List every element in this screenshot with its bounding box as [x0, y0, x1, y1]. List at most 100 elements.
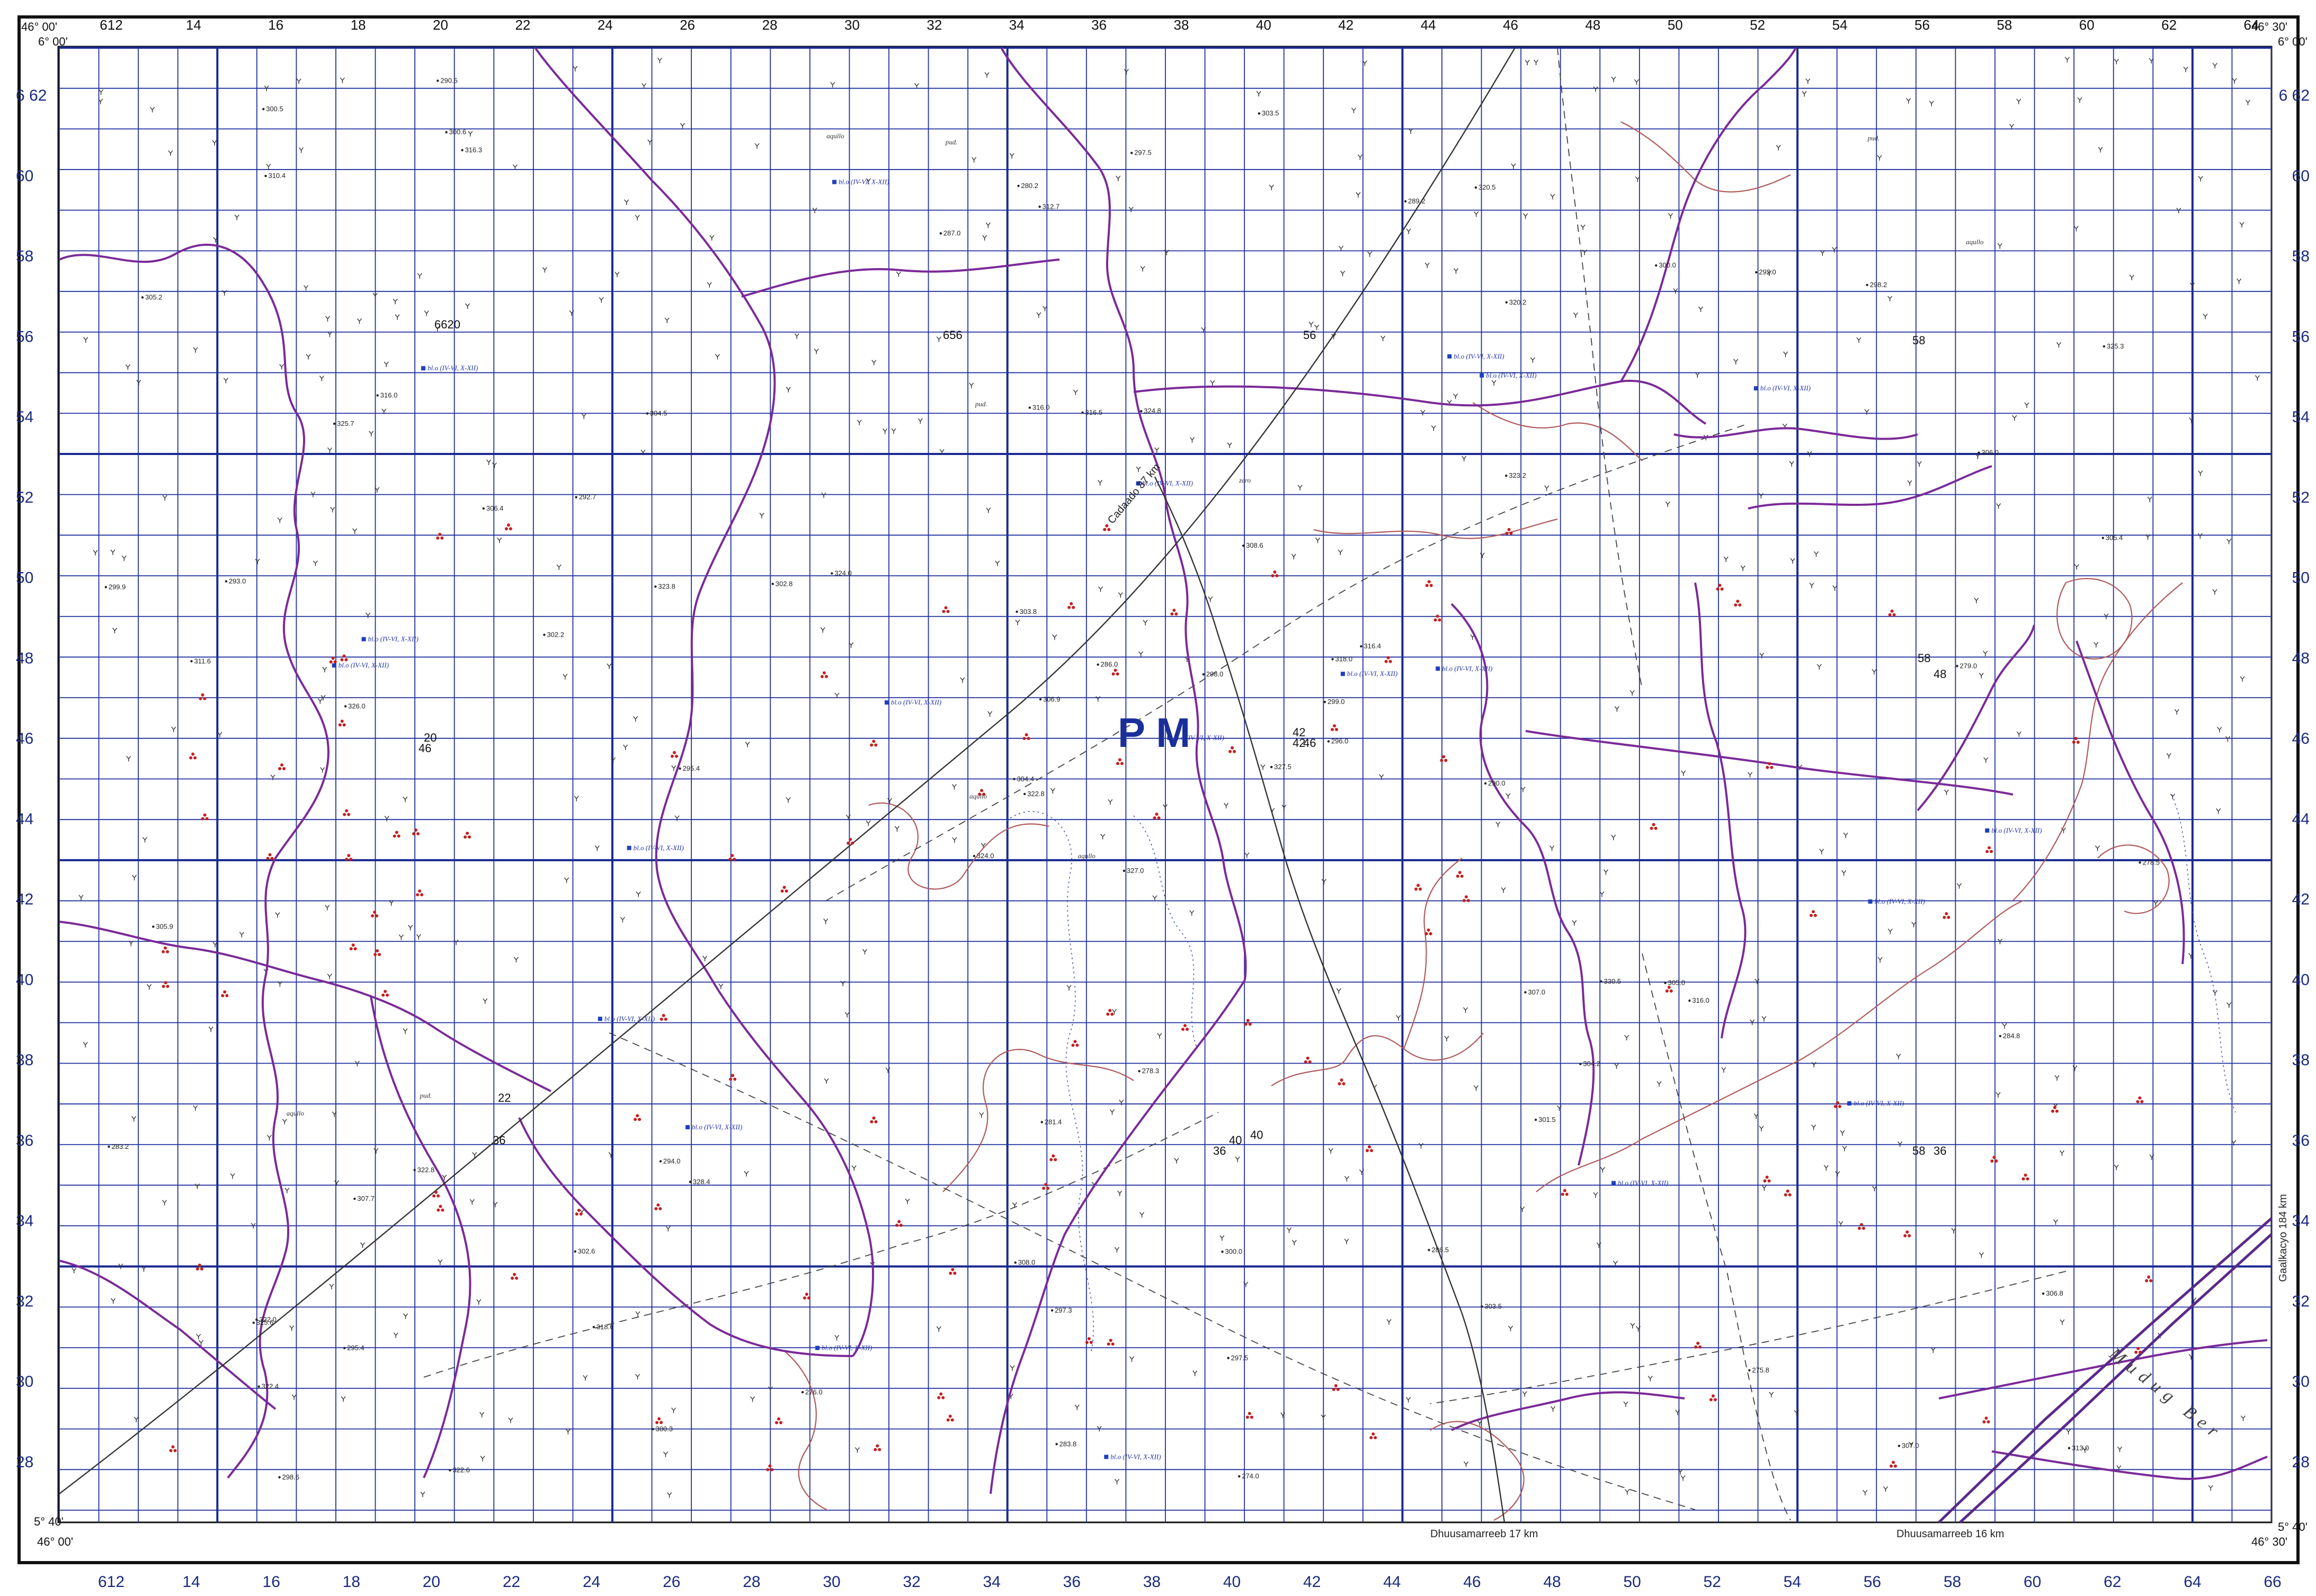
settlement-marker [1384, 656, 1392, 663]
spot-height-label: 324.0 [977, 852, 994, 860]
well-marker [1868, 899, 1873, 904]
spot-height-label: 310.4 [269, 172, 286, 180]
settlement-marker [2145, 1275, 2153, 1282]
edge-coordinate-label: 56 [1914, 17, 1930, 33]
spot-height-dot [262, 108, 265, 111]
vegetation-symbol [1379, 774, 1384, 780]
spot-height-dot [1360, 645, 1362, 648]
vegetation-symbol [375, 487, 380, 493]
spot-height-dot [1534, 1118, 1537, 1121]
vegetation-symbol [2066, 1429, 2071, 1434]
spot-height-dot [1039, 698, 1042, 701]
vegetation-symbol [1759, 1126, 1764, 1131]
vegetation-symbol [212, 140, 217, 146]
vegetation-symbol [960, 677, 965, 683]
edge-coordinate-label: 50 [16, 569, 33, 587]
settlement-marker [1766, 762, 1774, 769]
well-label: bl.o (IV-VI, X-XII) [368, 635, 418, 643]
settlement-marker [373, 949, 381, 956]
vegetation-symbol [1944, 789, 1949, 795]
vegetation-symbol [583, 1375, 588, 1381]
spot-height-dot [225, 580, 228, 583]
vegetation-symbol [373, 1148, 379, 1154]
settlement-marker [780, 886, 788, 893]
spot-height-label: 297.5 [1134, 149, 1152, 157]
spot-height-label: 316.5 [1085, 408, 1103, 416]
settlement-marker [1153, 813, 1161, 820]
edge-coordinate-label: 36 [16, 1132, 33, 1149]
spot-height-dot [1138, 1070, 1141, 1073]
spot-height-dot [1331, 658, 1334, 661]
vegetation-symbol [849, 642, 854, 648]
vegetation-symbol [289, 1325, 295, 1331]
settlement-marker [2134, 1347, 2142, 1354]
grid-number-label: 36 [1934, 1144, 1946, 1157]
grid-zone-label: P M [1118, 709, 1190, 756]
vegetation-symbol [1551, 1406, 1556, 1412]
vegetation-symbol [408, 925, 413, 931]
vegetation-symbol [1979, 673, 1984, 679]
vegetation-symbol [1769, 1392, 1774, 1397]
contour-line [783, 1350, 827, 1510]
settlement-marker [634, 1114, 642, 1121]
settlement-marker [847, 837, 854, 845]
vegetation-symbol [624, 199, 629, 205]
vegetation-symbol [1269, 184, 1274, 191]
vegetation-symbol [1761, 1016, 1767, 1022]
settlement-marker [2051, 1105, 2059, 1113]
settlement-marker [189, 752, 197, 760]
vegetation-symbol [1152, 895, 1157, 901]
vegetation-symbol [1549, 845, 1555, 851]
vegetation-symbol [1066, 985, 1072, 991]
vegetation-symbol [1534, 59, 1539, 65]
settlement-marker [1049, 1154, 1057, 1162]
vegetation-symbol [384, 361, 389, 368]
vegetation-symbol [162, 1200, 167, 1206]
settlement-marker [511, 1273, 519, 1280]
edge-coordinate-label: 16 [268, 17, 283, 33]
vegetation-symbol [1593, 86, 1598, 92]
vegetation-symbol [2060, 1319, 2065, 1325]
vegetation-symbol [416, 934, 421, 940]
vegetation-symbol [657, 57, 662, 64]
vegetation-symbol [1835, 1171, 1840, 1177]
vegetation-symbol [1523, 213, 1528, 219]
spot-height-dot [1242, 544, 1245, 547]
spot-height-dot [1898, 1445, 1901, 1447]
spot-height-label: 306.0 [1982, 449, 1999, 457]
vegetation-symbol [1291, 554, 1296, 559]
spot-height-dot [2101, 537, 2104, 539]
vegetation-symbol [1887, 296, 1893, 301]
vegetation-symbol [1453, 268, 1459, 274]
vegetation-symbol [196, 1334, 201, 1340]
vegetation-symbol [542, 267, 547, 273]
edge-coordinate-label: 40 [2292, 971, 2310, 988]
spot-height-label: 283.2 [112, 1143, 129, 1151]
spot-height-label: 283.8 [1059, 1440, 1077, 1448]
vegetation-symbol [1698, 306, 1704, 312]
vegetation-symbol [1244, 852, 1250, 858]
vegetation-symbol [384, 816, 389, 822]
spot-height-dot [679, 767, 681, 770]
vegetation-symbol [223, 378, 228, 384]
vegetation-symbol [2002, 1023, 2007, 1029]
contour-line [868, 802, 1049, 890]
vegetation-symbol [1140, 266, 1145, 272]
edge-coordinate-label: 34 [16, 1212, 33, 1230]
vegetation-symbol [2189, 417, 2194, 423]
vegetation-symbol [325, 316, 331, 322]
edge-coordinate-label: 58 [2292, 248, 2310, 265]
spot-height-label: 287.0 [943, 229, 961, 237]
settlement-marker [162, 946, 170, 953]
vegetation-symbol [1420, 409, 1426, 416]
vegetation-symbol [1406, 1397, 1411, 1403]
vegetation-symbol [334, 1180, 340, 1186]
vegetation-symbol [1695, 372, 1700, 378]
spot-height-dot [2042, 1292, 2045, 1295]
spot-height-label: 297.5 [1231, 1354, 1249, 1362]
vegetation-symbol [93, 550, 98, 556]
settlement-marker [1245, 1412, 1253, 1419]
vegetation-symbol [332, 1111, 337, 1117]
contour-line [1536, 899, 2024, 1192]
vegetation-symbol [1243, 1281, 1249, 1288]
